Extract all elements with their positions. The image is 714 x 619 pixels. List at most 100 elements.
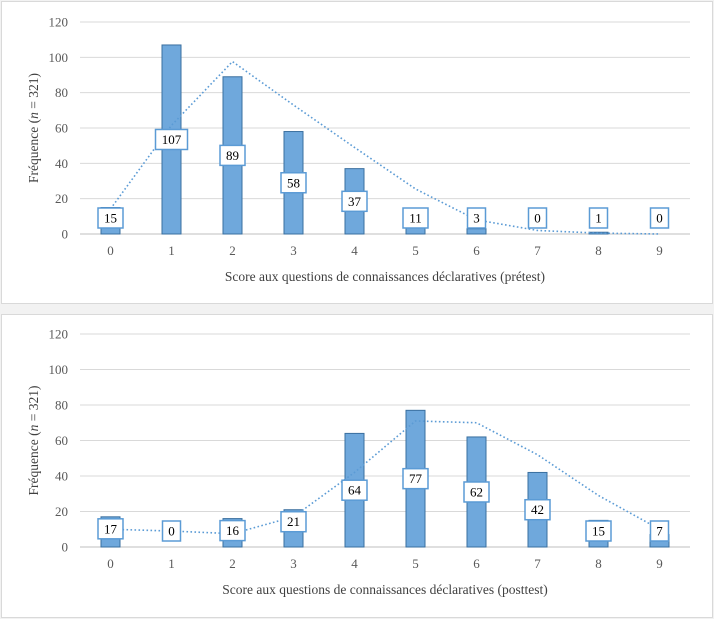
x-axis-title: Score aux questions de connaissances déc… bbox=[225, 269, 545, 284]
y-axis-title-prefix: Fréquence ( bbox=[26, 431, 41, 496]
data-label: 0 bbox=[649, 207, 670, 229]
x-tick-label: 1 bbox=[168, 556, 175, 571]
y-tick-label: 100 bbox=[49, 362, 69, 377]
data-label-box bbox=[466, 207, 487, 229]
data-label: 11 bbox=[402, 207, 429, 229]
y-tick-label: 60 bbox=[55, 433, 68, 448]
data-label-box bbox=[649, 207, 670, 229]
y-tick-label: 60 bbox=[55, 121, 68, 136]
chart-panel-pretest: 0 20 40 60 80 100 120 15 107 89 58 37 11 3 0 1 0 0 1 2 3 4 5 6 7… bbox=[1, 1, 713, 304]
data-label: 3 bbox=[466, 207, 487, 229]
data-label-box bbox=[588, 207, 609, 229]
trend-line bbox=[110, 420, 660, 535]
data-label-text: 58 bbox=[287, 175, 300, 190]
x-tick-label: 3 bbox=[290, 556, 297, 571]
y-tick-label: 120 bbox=[49, 327, 69, 342]
y-axis-title-italic: n bbox=[26, 424, 41, 431]
x-tick-label: 9 bbox=[656, 243, 663, 258]
y-tick-label: 20 bbox=[55, 191, 68, 206]
trend-line bbox=[109, 60, 660, 235]
chart-posttest: 0 20 40 60 80 100 120 17 0 16 21 64 77 62 42 15 7 0 1 2 3 4 5 6… bbox=[26, 327, 690, 597]
data-label-box bbox=[527, 207, 548, 229]
x-tick-label: 8 bbox=[595, 243, 602, 258]
data-label: 42 bbox=[524, 498, 551, 521]
data-label: 64 bbox=[341, 479, 368, 501]
y-axis-title-suffix: = 321) bbox=[26, 386, 41, 425]
data-label: 21 bbox=[280, 510, 307, 533]
data-label-text: 0 bbox=[534, 211, 541, 226]
bar bbox=[466, 228, 487, 235]
data-label-box bbox=[97, 518, 124, 540]
data-label: 7 bbox=[649, 520, 670, 542]
data-label-box bbox=[649, 520, 670, 542]
x-tick-label: 5 bbox=[412, 243, 419, 258]
y-axis-title: Fréquence (n = 321) bbox=[26, 73, 41, 183]
data-label-text: 17 bbox=[104, 521, 118, 536]
x-tick-label: 9 bbox=[656, 556, 663, 571]
y-tick-label: 0 bbox=[62, 540, 69, 555]
data-label: 17 bbox=[97, 518, 124, 540]
data-label-box bbox=[524, 498, 551, 521]
y-tick-label: 0 bbox=[62, 227, 69, 242]
data-label-text: 16 bbox=[226, 523, 240, 538]
data-label: 89 bbox=[219, 144, 246, 167]
x-tick-label: 6 bbox=[473, 556, 480, 571]
data-label: 16 bbox=[219, 519, 246, 542]
data-label-box bbox=[585, 520, 612, 542]
x-tick-label: 5 bbox=[412, 556, 419, 571]
x-tick-label: 0 bbox=[107, 556, 114, 571]
data-label-text: 1 bbox=[595, 211, 602, 226]
data-label-text: 77 bbox=[409, 471, 423, 486]
y-tick-label: 120 bbox=[49, 15, 69, 30]
x-tick-label: 8 bbox=[595, 556, 602, 571]
data-label: 0 bbox=[527, 207, 548, 229]
x-tick-label: 4 bbox=[351, 243, 358, 258]
data-label-text: 42 bbox=[531, 502, 544, 517]
x-tick-label: 1 bbox=[168, 243, 175, 258]
x-tick-label: 0 bbox=[107, 243, 114, 258]
data-label: 1 bbox=[588, 207, 609, 229]
y-axis-title-italic: n bbox=[26, 112, 41, 119]
x-tick-label: 7 bbox=[534, 556, 541, 571]
data-label: 77 bbox=[402, 467, 429, 490]
y-tick-label: 80 bbox=[55, 398, 68, 413]
data-label-text: 0 bbox=[168, 524, 175, 539]
data-label: 58 bbox=[280, 172, 307, 194]
y-axis-title-prefix: Fréquence ( bbox=[26, 118, 41, 183]
data-label: 62 bbox=[463, 481, 490, 503]
data-label-box bbox=[402, 207, 429, 229]
data-label-box bbox=[219, 519, 246, 542]
data-label-box bbox=[219, 144, 246, 167]
data-label-text: 37 bbox=[348, 194, 362, 209]
data-label-text: 89 bbox=[226, 148, 239, 163]
data-label: 15 bbox=[97, 207, 124, 229]
data-label-box bbox=[97, 207, 124, 229]
data-label: 37 bbox=[341, 190, 368, 213]
data-label-box bbox=[463, 481, 490, 503]
x-axis-title: Score aux questions de connaissances déc… bbox=[222, 582, 547, 597]
data-label-box bbox=[154, 128, 189, 151]
y-axis-title: Fréquence (n = 321) bbox=[26, 386, 41, 496]
data-label: 15 bbox=[585, 520, 612, 542]
data-label-box bbox=[341, 190, 368, 213]
y-axis-title-suffix: = 321) bbox=[26, 73, 41, 112]
data-label-box bbox=[280, 510, 307, 533]
data-label-text: 62 bbox=[470, 484, 483, 499]
data-label-text: 15 bbox=[592, 524, 605, 539]
y-tick-label: 40 bbox=[55, 469, 68, 484]
y-tick-label: 20 bbox=[55, 504, 68, 519]
x-tick-label: 2 bbox=[229, 556, 236, 571]
x-tick-label: 6 bbox=[473, 243, 480, 258]
data-label-text: 15 bbox=[104, 211, 117, 226]
data-label-text: 107 bbox=[162, 132, 182, 147]
y-tick-label: 40 bbox=[55, 156, 68, 171]
data-label-text: 21 bbox=[287, 514, 300, 529]
x-tick-label: 4 bbox=[351, 556, 358, 571]
data-label-text: 64 bbox=[348, 483, 362, 498]
chart-panel-posttest: 0 20 40 60 80 100 120 17 0 16 21 64 77 62 42 15 7 0 1 2 3 4 5 6… bbox=[1, 314, 713, 618]
data-label-box bbox=[280, 172, 307, 194]
data-label-box bbox=[161, 520, 182, 542]
x-tick-label: 7 bbox=[534, 243, 541, 258]
data-label-box bbox=[341, 479, 368, 501]
